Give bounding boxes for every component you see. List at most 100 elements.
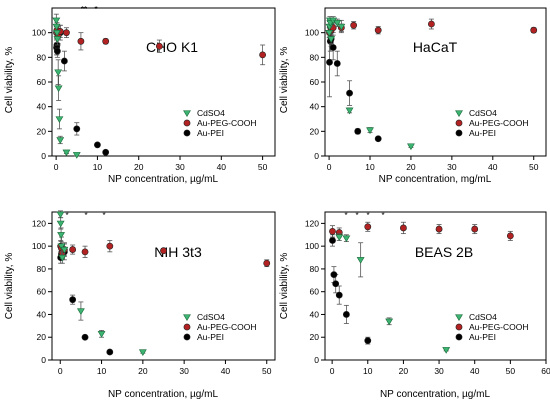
x-tick-label: 50: [258, 162, 268, 172]
significance-mark: *: [355, 211, 358, 220]
x-axis-label: NP concentration, µg/mL: [108, 389, 219, 400]
data-point: [62, 149, 71, 157]
x-tick-label: 20: [134, 162, 144, 172]
y-tick-label: 100: [305, 28, 319, 38]
data-point: [400, 224, 407, 232]
data-point: [102, 148, 110, 156]
significance-mark: *: [94, 5, 97, 14]
y-axis-label: Cell viability, %: [279, 253, 290, 320]
y-tick-label: 40: [310, 102, 320, 112]
data-point: [428, 20, 435, 28]
y-tick-label: 80: [310, 264, 320, 274]
data-point: [364, 337, 372, 345]
data-point: [57, 243, 66, 251]
x-tick-label: 40: [488, 162, 498, 172]
data-point: [106, 242, 114, 250]
data-point: [329, 44, 337, 51]
legend-marker: [455, 314, 463, 321]
series-cdso4: [52, 13, 81, 159]
x-tick-label: 10: [363, 366, 373, 376]
y-tick-label: 100: [32, 241, 46, 251]
data-point: [350, 21, 358, 29]
data-point: [263, 259, 271, 267]
data-point: [335, 234, 344, 242]
data-point: [60, 246, 69, 254]
x-tick-label: 10: [365, 162, 375, 172]
legend-label: Au-PEI: [469, 128, 496, 138]
x-tick-label: 30: [179, 366, 189, 376]
data-point: [330, 271, 338, 279]
x-axis-label: NP concentration, mg/mL: [379, 174, 492, 185]
data-point: [160, 247, 167, 255]
significance-mark: *: [102, 211, 105, 220]
legend-marker: [183, 314, 191, 321]
legend-marker: [183, 333, 191, 341]
x-tick-label: 40: [217, 162, 227, 172]
x-tick-label: 50: [529, 162, 539, 172]
data-point: [81, 333, 89, 341]
y-tick-label: 0: [41, 355, 46, 365]
y-tick-label: 60: [37, 77, 47, 87]
data-point: [374, 135, 382, 143]
legend-marker: [455, 333, 463, 341]
x-tick-label: 40: [470, 366, 480, 376]
series-au-peg-cooh: [53, 22, 267, 66]
x-tick-label: 30: [175, 162, 185, 172]
data-point: [326, 58, 333, 66]
data-point: [346, 89, 353, 97]
y-tick-label: 0: [41, 151, 46, 161]
legend-label: Au-PEG-COOH: [469, 118, 529, 128]
data-point: [69, 296, 77, 304]
data-point: [60, 57, 68, 65]
x-tick-label: 0: [54, 162, 59, 172]
data-point: [342, 311, 350, 318]
data-point: [97, 331, 106, 338]
data-point: [53, 47, 61, 55]
chart-title: HaCaT: [413, 39, 458, 55]
chart-panel-4: 0 10 20 30 40 50 60 0 20 40 60 80 100 120 NP concentra…: [279, 211, 550, 400]
y-tick-label: 40: [310, 309, 320, 319]
legend-marker: [183, 323, 191, 331]
x-axis-label: NP concentration, µg/mL: [380, 389, 491, 400]
chart-panel-1: 0 10 20 30 40 50 0 20 40 60 80 100 NP concentration,…: [4, 5, 276, 185]
legend-marker: [455, 110, 463, 117]
y-tick-label: 60: [310, 77, 320, 87]
y-tick-label: 80: [310, 52, 320, 62]
data-point: [530, 26, 538, 34]
x-tick-label: 40: [221, 366, 231, 376]
x-tick-label: 30: [434, 366, 444, 376]
plot-frame: [324, 211, 547, 361]
data-point: [333, 20, 342, 27]
y-tick-label: 60: [37, 287, 47, 297]
data-point: [56, 137, 65, 144]
x-tick-label: 50: [506, 366, 516, 376]
legend-label: Au-PEI: [197, 128, 224, 138]
data-point: [69, 246, 77, 253]
series-cdso4: [56, 210, 147, 357]
significance-mark: *: [344, 211, 347, 220]
data-point: [332, 280, 340, 288]
y-axis-label: Cell viability, %: [279, 47, 290, 114]
y-tick-label: 20: [37, 332, 47, 342]
significance-mark: *: [84, 211, 87, 220]
series-au-pei: [329, 234, 372, 345]
chart-title: BEAS 2B: [415, 244, 473, 260]
data-point: [77, 37, 85, 45]
plot-frame: [51, 211, 276, 361]
data-point: [345, 107, 354, 115]
data-point: [342, 235, 351, 243]
x-tick-label: 20: [406, 162, 416, 172]
data-point: [327, 36, 336, 43]
y-axis-label: Cell viability, %: [4, 253, 15, 320]
x-tick-label: 10: [97, 366, 107, 376]
data-point: [52, 17, 61, 25]
x-tick-label: 0: [58, 366, 63, 376]
x-tick-label: 20: [138, 366, 148, 376]
data-point: [335, 291, 343, 299]
data-point: [364, 223, 372, 231]
legend-label: CdSO4: [197, 312, 225, 322]
data-point: [366, 127, 374, 135]
